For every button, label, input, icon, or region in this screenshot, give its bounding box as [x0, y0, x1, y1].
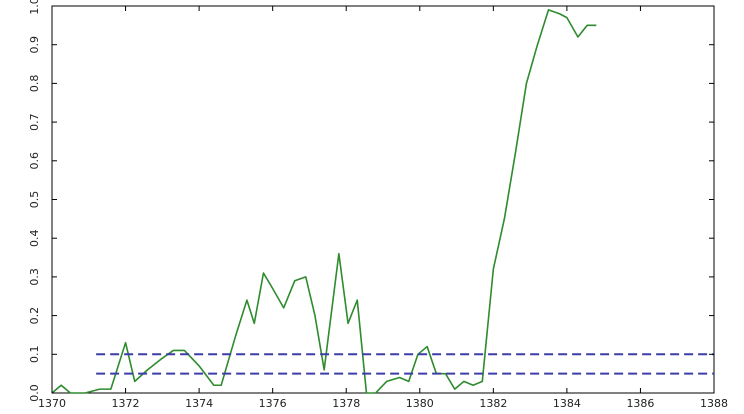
- series-layer: [51, 9, 714, 394]
- x-tick-label: 1370: [38, 397, 66, 410]
- y-tick-label: 0.7: [28, 113, 41, 131]
- y-tick-label: 0.3: [28, 268, 41, 286]
- x-tick-label: 1378: [332, 397, 360, 410]
- y-tick-label: 0.6: [28, 152, 41, 170]
- x-tick-label: 1384: [553, 397, 581, 410]
- x-tick-label: 1374: [185, 397, 213, 410]
- x-tick-label: 1372: [112, 397, 140, 410]
- y-tick-label: 0.0: [28, 384, 41, 402]
- y-tick-label: 0.9: [28, 36, 41, 54]
- y-tick-label: 0.1: [28, 346, 41, 364]
- y-tick-label: 1.0: [28, 0, 41, 15]
- x-tick-label: 1380: [406, 397, 434, 410]
- x-tick-label: 1388: [700, 397, 728, 410]
- plot-frame: [51, 5, 715, 394]
- plot-area-border: [51, 5, 715, 394]
- y-axis: 0.0 0.1 0.2 0.3 0.4 0.5 0.6 0.7 0.8 0.9 1.0: [28, 0, 714, 402]
- data-series-line: [51, 9, 597, 394]
- y-tick-label: 0.4: [28, 229, 41, 247]
- x-tick-label: 1386: [626, 397, 654, 410]
- y-tick-label: 0.5: [28, 191, 41, 209]
- y-tick-label: 0.2: [28, 307, 41, 325]
- x-tick-label: 1376: [259, 397, 287, 410]
- x-axis: 1370 1372 1374 1376 1378 1380 1382 1384 1386 1388: [38, 6, 728, 410]
- y-tick-label: 0.8: [28, 75, 41, 93]
- x-tick-label: 1382: [479, 397, 507, 410]
